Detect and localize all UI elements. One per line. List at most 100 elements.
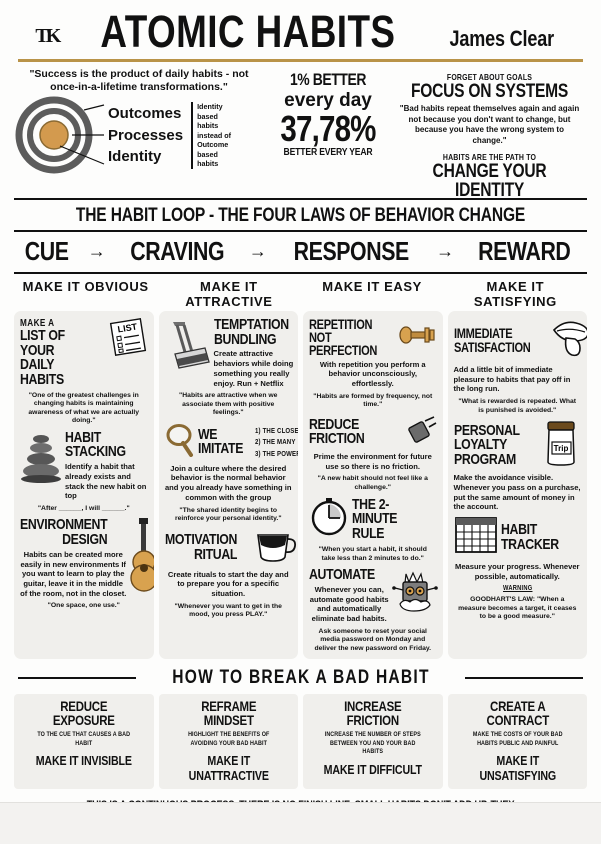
coffee-cup-icon: [255, 529, 297, 568]
make-a-label: MAKE A: [20, 318, 55, 329]
awareness-quote: "One of the greatest challenges in chang…: [28, 391, 140, 425]
page-header: TK ATOMIC HABITS James Clear: [10, 0, 591, 56]
break-rule-right: [465, 677, 584, 679]
goodharts-law-quote: GOODHART'S LAW: "When a measure becomes …: [458, 596, 577, 621]
gold-divider: [18, 59, 583, 62]
reduce-exposure-body: TO THE CUE THAT CAUSES A BAD HABIT: [37, 731, 131, 747]
dumbbell-icon: [398, 325, 437, 350]
concentric-rings-diagram: [14, 96, 106, 174]
column-make-it-obvious: MAKE A LIST OF YOUR DAILY HABITS LIST: [14, 311, 154, 659]
warning-label: WARNING: [502, 585, 532, 593]
page-title: ATOMIC HABITS: [100, 6, 396, 58]
identity-model-section: "Success is the product of daily habits …: [14, 68, 264, 196]
block-personal-loyalty-program: PERSONAL LOYALTY PROGRAM Trip Make the a…: [454, 420, 582, 512]
block-environment-design: ENVIRONMENT DESIGN Habits can be created…: [20, 516, 154, 612]
block-reduce-friction: REDUCE FRICTION Prime the environment fo…: [309, 415, 437, 494]
svg-text:LIST: LIST: [116, 321, 137, 334]
reframe-mindset-heading: REFRAME MINDSET: [200, 698, 256, 728]
column-make-it-satisfying: IMMEDIATE SATISFACTION Add a little bit …: [447, 311, 587, 659]
block-automate: AUTOMATE Whenever you can, automate good…: [309, 566, 439, 655]
tongue-icon: [550, 318, 587, 363]
compound-percent: 37,78%: [280, 108, 376, 149]
imitate-item-close: 1) THE CLOSE: [255, 426, 298, 435]
list-icon: LIST: [108, 318, 148, 361]
reframe-mindset-final: MAKE IT UNATTRACTIVE: [188, 753, 269, 784]
automate-example: Ask someone to reset your social media p…: [314, 627, 432, 652]
automate-heading: AUTOMATE: [309, 566, 375, 584]
loyalty-program-body: Make the avoidance visible. Whenever you…: [453, 473, 581, 512]
repetition-heading: REPETITION NOT PERFECTION: [309, 317, 378, 359]
plug-icon: [405, 415, 437, 450]
loop-step-response: RESPONSE: [293, 236, 410, 266]
attractive-habits-quote: "Habits are attractive when we associate…: [179, 392, 278, 417]
loop-step-cue: CUE: [24, 236, 69, 266]
press-play-quote: "Whenever you want to get in the mood, y…: [174, 602, 282, 619]
block-immediate-satisfaction: IMMEDIATE SATISFACTION Add a little bit …: [453, 318, 587, 417]
divider-below-loop-title: [14, 230, 587, 232]
column-make-it-easy: REPETITION NOT PERFECTION With repetitio…: [303, 311, 443, 659]
forget-goals-kicker: FORGET ABOUT GOALS: [446, 72, 533, 82]
better-every-year: BETTER EVERY YEAR: [283, 146, 373, 159]
immediate-satisfaction-body: Add a little bit of immediate pleasure t…: [453, 365, 571, 394]
one-space-one-use-quote: "One space, one use.": [47, 602, 120, 610]
habit-tracker-heading: HABIT TRACKER: [500, 520, 559, 553]
habit-stacking-body: Identify a habit that already exists and…: [65, 462, 147, 501]
we-imitate-heading: WE IMITATE: [197, 425, 243, 458]
increase-friction-final: MAKE IT DIFFICULT: [323, 761, 422, 777]
repetition-body: With repetition you perform a behavior u…: [319, 359, 426, 389]
reduce-exposure-heading: REDUCE EXPOSURE: [52, 698, 115, 728]
habit-stacking-heading: HABIT STACKING: [65, 428, 126, 461]
habits-path-kicker: HABITS ARE THE PATH TO: [442, 151, 537, 162]
loyalty-program-heading: PERSONAL LOYALTY PROGRAM: [453, 421, 520, 468]
guitar-icon: [129, 518, 154, 597]
arrow-icon-1: →: [87, 241, 106, 261]
block-habit-stacking: HABIT STACKING Identify a habit that alr…: [20, 428, 148, 516]
loop-step-reward: REWARD: [478, 236, 572, 266]
block-habit-tracker: HABIT TRACKER Measure your progress. Whe…: [454, 515, 582, 624]
two-minute-rule-heading: THE 2-MINUTE RULE: [352, 495, 398, 543]
break-card-create-contract: CREATE A CONTRACT MAKE THE COSTS OF YOUR…: [447, 694, 587, 790]
break-habit-cards: REDUCE EXPOSURE TO THE CUE THAT CAUSES A…: [14, 694, 587, 790]
robot-icon: [392, 571, 439, 620]
column-make-it-attractive: TEMPTATION BUNDLING Create attractive be…: [158, 311, 298, 659]
bad-habits-quote: "Bad habits repeat themselves again and …: [399, 104, 580, 145]
create-contract-body: MAKE THE COSTS OF YOUR BAD HABITS PUBLIC…: [472, 731, 563, 747]
ring-label-processes: Processes: [108, 126, 184, 144]
mirror-icon: [165, 423, 195, 462]
environment-design-body: Habits can be created more easily in new…: [20, 549, 127, 598]
loop-step-craving: CRAVING: [130, 236, 225, 266]
law-columns: MAKE A LIST OF YOUR DAILY HABITS LIST: [10, 311, 591, 659]
treadmill-icon: [165, 318, 211, 379]
imitate-item-powerful: 3) THE POWERFUL: [255, 448, 298, 458]
calendar-icon: [454, 515, 498, 560]
new-habit-challenge-quote: "A new habit should not feel like a chal…: [317, 475, 428, 491]
block-we-imitate: WE IMITATE 1) THE CLOSE 2) THE MANY 3) T…: [165, 423, 298, 526]
systems-identity-section: FORGET ABOUT GOALS FOCUS ON SYSTEMS "Bad…: [392, 68, 587, 200]
list-daily-habits-heading: LIST OF YOUR DAILY HABITS: [20, 327, 65, 389]
habit-loop-steps: CUE → CRAVING → RESPONSE → REWARD: [10, 234, 591, 270]
change-identity-heading: CHANGE YOUR IDENTITY: [432, 160, 547, 202]
increase-friction-body: INCREASE THE NUMBER OF STEPS BETWEEN YOU…: [324, 731, 421, 756]
imitate-item-many: 2) THE MANY: [255, 437, 296, 447]
identity-note: Identity based habits instead of Outcome…: [191, 102, 235, 169]
environment-design-heading: ENVIRONMENT DESIGN: [20, 516, 108, 549]
automate-body: Whenever you can, automate good habits a…: [309, 584, 389, 623]
one-percent-better: 1% BETTER: [289, 70, 367, 89]
block-temptation-bundling: TEMPTATION BUNDLING Create attractive be…: [165, 317, 293, 420]
divider-below-loop-steps: [14, 272, 587, 274]
habit-stacking-formula: "After ______, I will ______.": [37, 504, 130, 512]
law-header-obvious: MAKE IT OBVIOUS: [22, 279, 149, 294]
block-daily-habits-list: MAKE A LIST OF YOUR DAILY HABITS LIST: [20, 318, 148, 428]
focus-on-systems-heading: FOCUS ON SYSTEMS: [410, 81, 569, 102]
rewarded-repeated-quote: "What is rewarded is repeated. What is p…: [458, 398, 577, 414]
ring-label-identity: Identity: [108, 147, 162, 165]
bottom-bar: [0, 802, 601, 844]
laws-headers: MAKE IT OBVIOUS MAKE IT ATTRACTIVE MAKE …: [10, 276, 591, 311]
habit-tracker-body: Measure your progress. Whenever possible…: [455, 562, 580, 581]
create-contract-final: MAKE IT UNSATISFYING: [478, 753, 556, 784]
reframe-mindset-body: HIGHLIGHT THE BENEFITS OF AVOIDING YOUR …: [187, 731, 269, 747]
clock-icon: [309, 497, 349, 542]
break-card-reframe-mindset: REFRAME MINDSET HIGHLIGHT THE BENEFITS O…: [158, 694, 298, 790]
habit-loop-title: THE HABIT LOOP - THE FOUR LAWS OF BEHAVI…: [75, 205, 526, 226]
